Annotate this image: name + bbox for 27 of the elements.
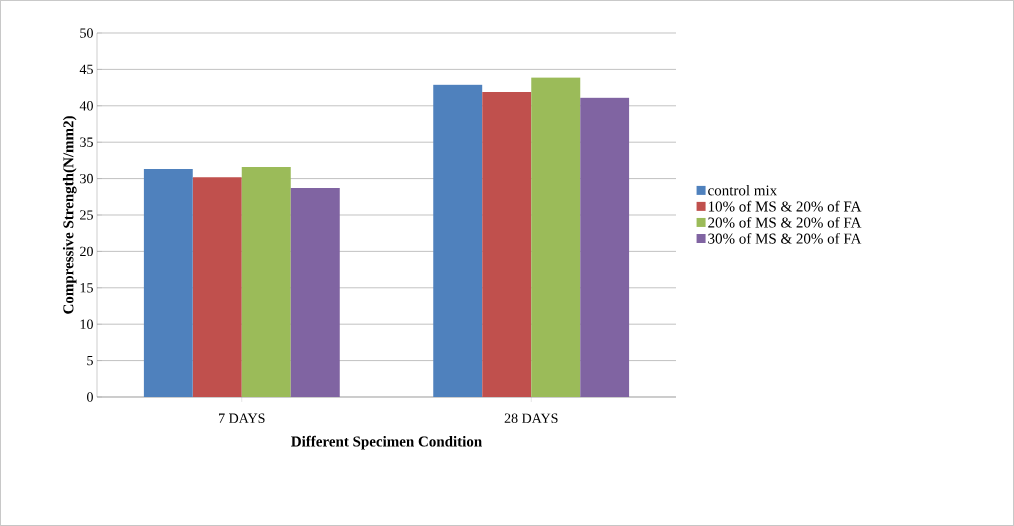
legend-label: 10% of MS & 20% of FA: [708, 200, 862, 212]
bar: [580, 97, 630, 397]
x-tick-label: 7 DAYS: [219, 413, 265, 423]
bar: [241, 166, 291, 397]
bar: [433, 84, 483, 397]
legend-label: control mix: [708, 184, 777, 196]
bar: [192, 177, 242, 397]
y-tick-label: 0: [87, 392, 93, 402]
y-axis-title: Compressive Strength(N/mm2): [62, 116, 77, 314]
bar: [143, 169, 193, 397]
bar: [482, 91, 532, 397]
y-tick-label: 45: [79, 64, 93, 75]
y-tick-label: 30: [80, 173, 93, 184]
y-tick-label: 10: [80, 319, 93, 329]
bar: [290, 188, 340, 397]
y-tick-label: 40: [79, 101, 93, 111]
y-tick-label: 25: [80, 210, 93, 220]
x-axis-title: Different Specimen Condition: [291, 435, 482, 450]
y-tick-label: 35: [80, 137, 93, 147]
legend-label: 20% of MS & 20% of FA: [708, 216, 862, 228]
bar: [531, 77, 581, 397]
y-tick-label: 15: [80, 283, 93, 293]
x-tick-label: 28 DAYS: [504, 413, 558, 423]
y-tick-label: 20: [80, 246, 93, 257]
legend-label: 30% of MS & 20% of FA: [708, 232, 862, 244]
y-tick-label: 5: [87, 355, 93, 366]
y-tick-label: 50: [80, 28, 93, 38]
